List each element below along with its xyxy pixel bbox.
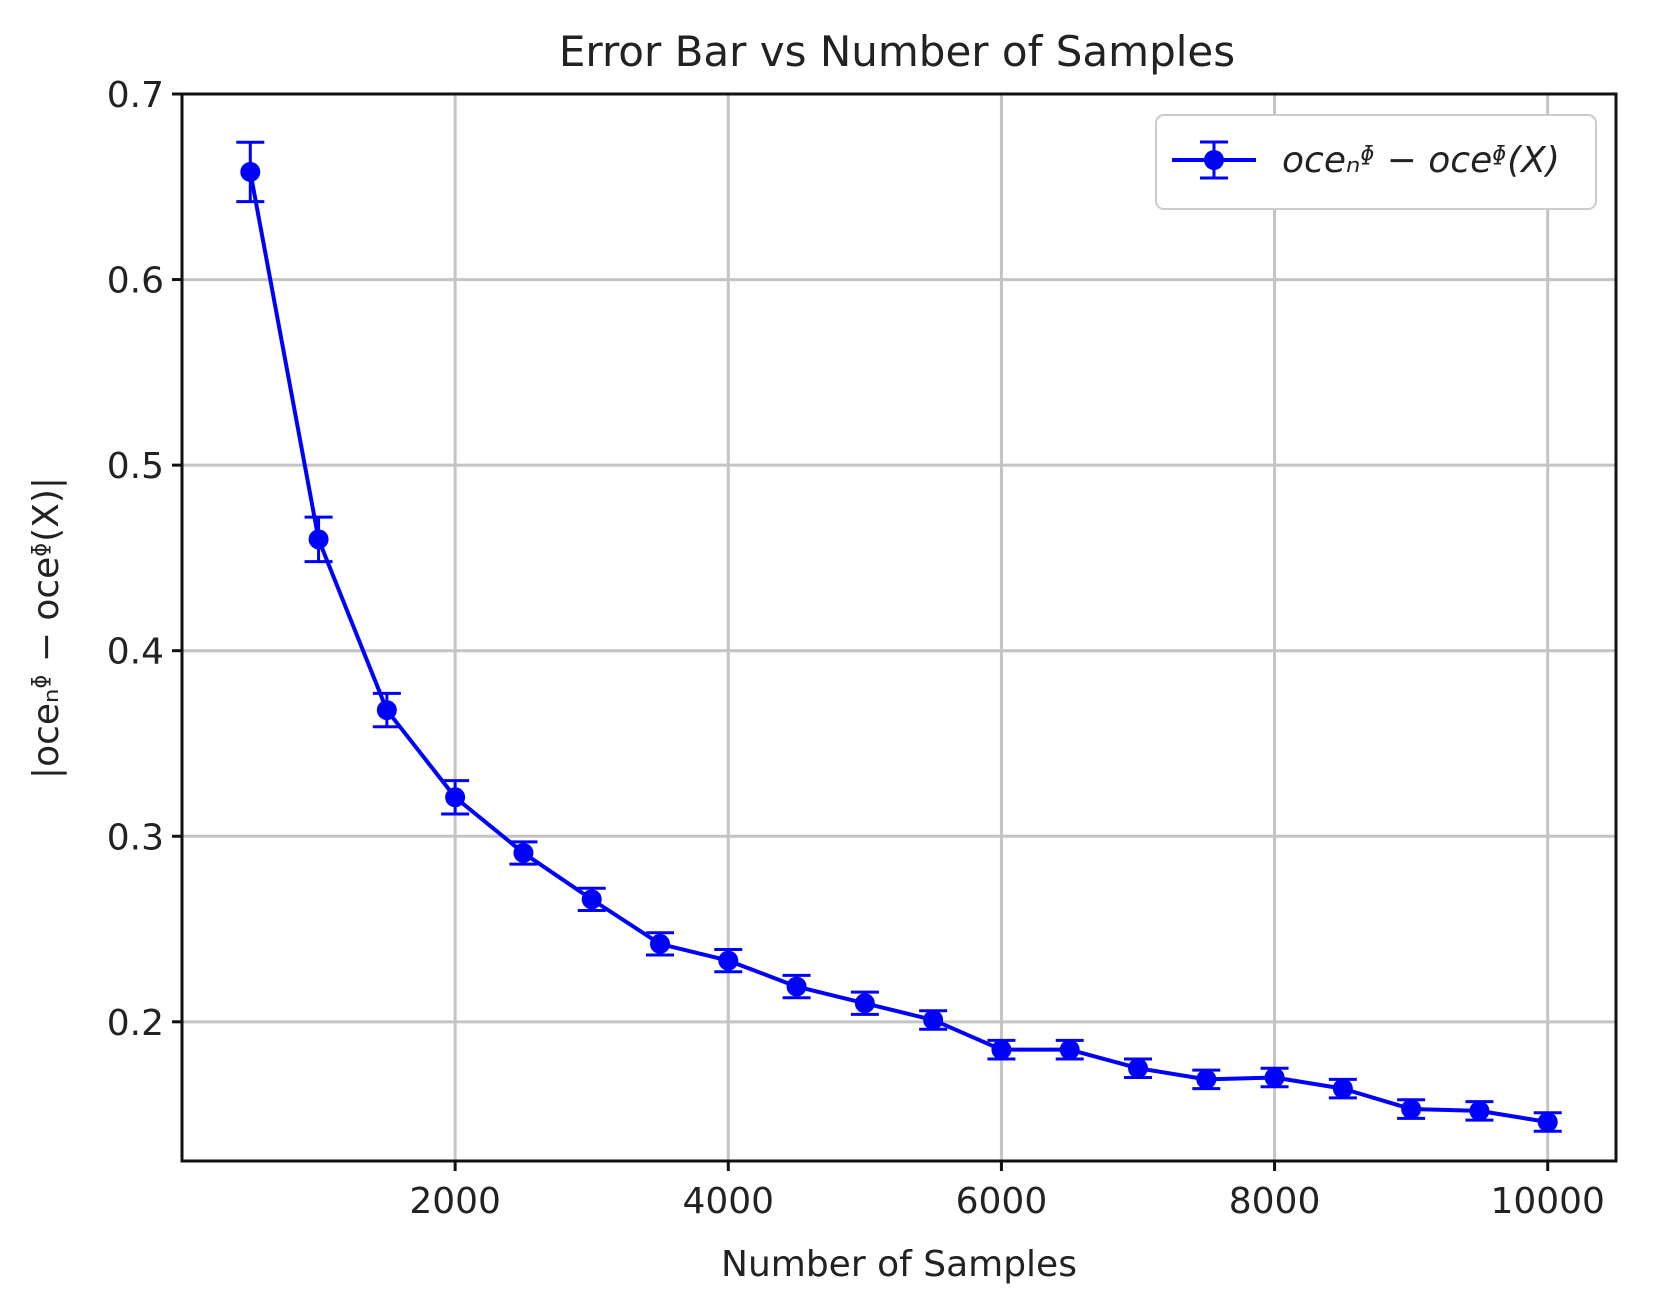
data-point <box>854 993 875 1014</box>
data-point <box>1332 1078 1353 1099</box>
data-point <box>240 161 261 182</box>
data-point <box>1059 1039 1080 1060</box>
data-point <box>923 1009 944 1030</box>
data-point <box>1537 1112 1558 1133</box>
data-point <box>581 889 602 910</box>
chart-title: Error Bar vs Number of Samples <box>559 27 1235 76</box>
data-point <box>1401 1099 1422 1120</box>
plot-frame <box>180 92 1618 1163</box>
x-tick-label: 6000 <box>956 1181 1048 1222</box>
data-point <box>376 700 397 721</box>
data-point <box>1196 1069 1217 1090</box>
data-point <box>718 950 739 971</box>
legend-point <box>1204 150 1224 170</box>
y-tick-label: 0.2 <box>107 1003 164 1044</box>
data-point <box>1264 1067 1285 1088</box>
x-axis-label: Number of Samples <box>721 1244 1077 1285</box>
series-line <box>248 171 1549 1125</box>
data-point <box>308 529 329 550</box>
data-point <box>1469 1100 1490 1121</box>
data-point <box>513 842 534 863</box>
grid <box>182 92 1616 1161</box>
y-tick-label: 0.6 <box>107 261 164 302</box>
data-series <box>236 140 1562 1133</box>
data-point <box>786 976 807 997</box>
legend: oceₙᶲ − oceᶲ(X) <box>1155 114 1597 210</box>
legend-entry: oceₙᶲ − oceᶲ(X) <box>1282 140 1560 181</box>
x-tick-label: 8000 <box>1229 1181 1321 1222</box>
y-tick-label: 0.5 <box>107 446 164 487</box>
y-axis-label: |oceₙᶲ − oceᶲ(X)| <box>26 477 67 779</box>
data-point <box>650 933 670 954</box>
axis-ticks: 2000 4000 6000 8000 10000 0.2 0.3 0.4 0.5 0.6 0.7 <box>107 75 1605 1222</box>
data-point <box>991 1039 1012 1060</box>
legend-box <box>1155 114 1597 210</box>
legend-marker <box>1172 140 1256 180</box>
data-point <box>1128 1058 1148 1079</box>
y-tick-label: 0.3 <box>107 817 164 858</box>
y-tick-label: 0.7 <box>107 75 164 116</box>
x-tick-label: 2000 <box>409 1181 501 1222</box>
data-point <box>445 787 466 808</box>
y-tick-label: 0.4 <box>107 632 164 673</box>
x-tick-label: 4000 <box>682 1181 774 1222</box>
x-tick-label: 10000 <box>1490 1181 1605 1222</box>
